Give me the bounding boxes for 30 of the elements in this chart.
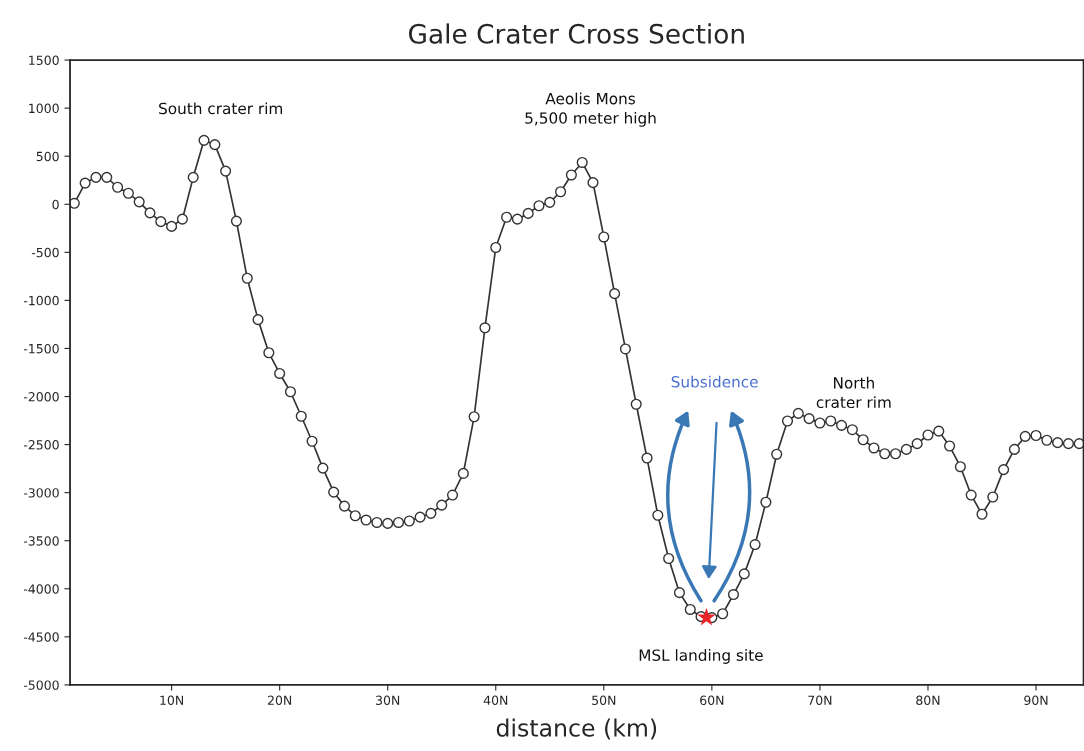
y-tick-label: -4000 — [23, 584, 59, 594]
x-tick-label: 10N — [160, 695, 183, 705]
annotation: Aeolis Mons 5,500 meter high — [525, 92, 656, 127]
y-tick-label: 1500 — [29, 55, 59, 66]
y-tick-label: -1500 — [23, 343, 59, 354]
y-tick-label: -2000 — [23, 392, 59, 402]
x-tick-label: 50N — [592, 695, 616, 705]
y-tick-label: -3500 — [23, 536, 59, 546]
x-tick-label: 70N — [808, 695, 832, 705]
y-tick-label: -5000 — [23, 680, 59, 690]
y-tick-label: -2500 — [23, 440, 59, 450]
annotation: South crater rim — [159, 102, 282, 115]
chart-title: Gale Crater Cross Section — [408, 23, 744, 44]
y-tick-label: 500 — [36, 151, 59, 162]
y-tick-label: -4500 — [23, 632, 59, 642]
y-tick-label: -500 — [31, 247, 59, 258]
y-tick-label: -1000 — [23, 295, 59, 306]
x-tick-label: 90N — [1024, 695, 1048, 705]
y-tick-label: 0 — [52, 199, 59, 210]
annotation: MSL landing site — [639, 649, 763, 664]
y-tick-label: 1000 — [29, 103, 59, 114]
x-tick-label: 80N — [916, 695, 940, 705]
x-tick-label: 20N — [267, 695, 292, 705]
annotation: Subsidence — [671, 375, 758, 388]
x-axis-title: distance (km) — [496, 718, 657, 740]
x-tick-label: 30N — [376, 695, 400, 705]
x-tick-label: 40N — [483, 695, 508, 705]
annotation: North crater rim — [816, 376, 891, 409]
y-tick-label: -3000 — [23, 488, 59, 498]
x-tick-label: 60N — [700, 695, 724, 705]
